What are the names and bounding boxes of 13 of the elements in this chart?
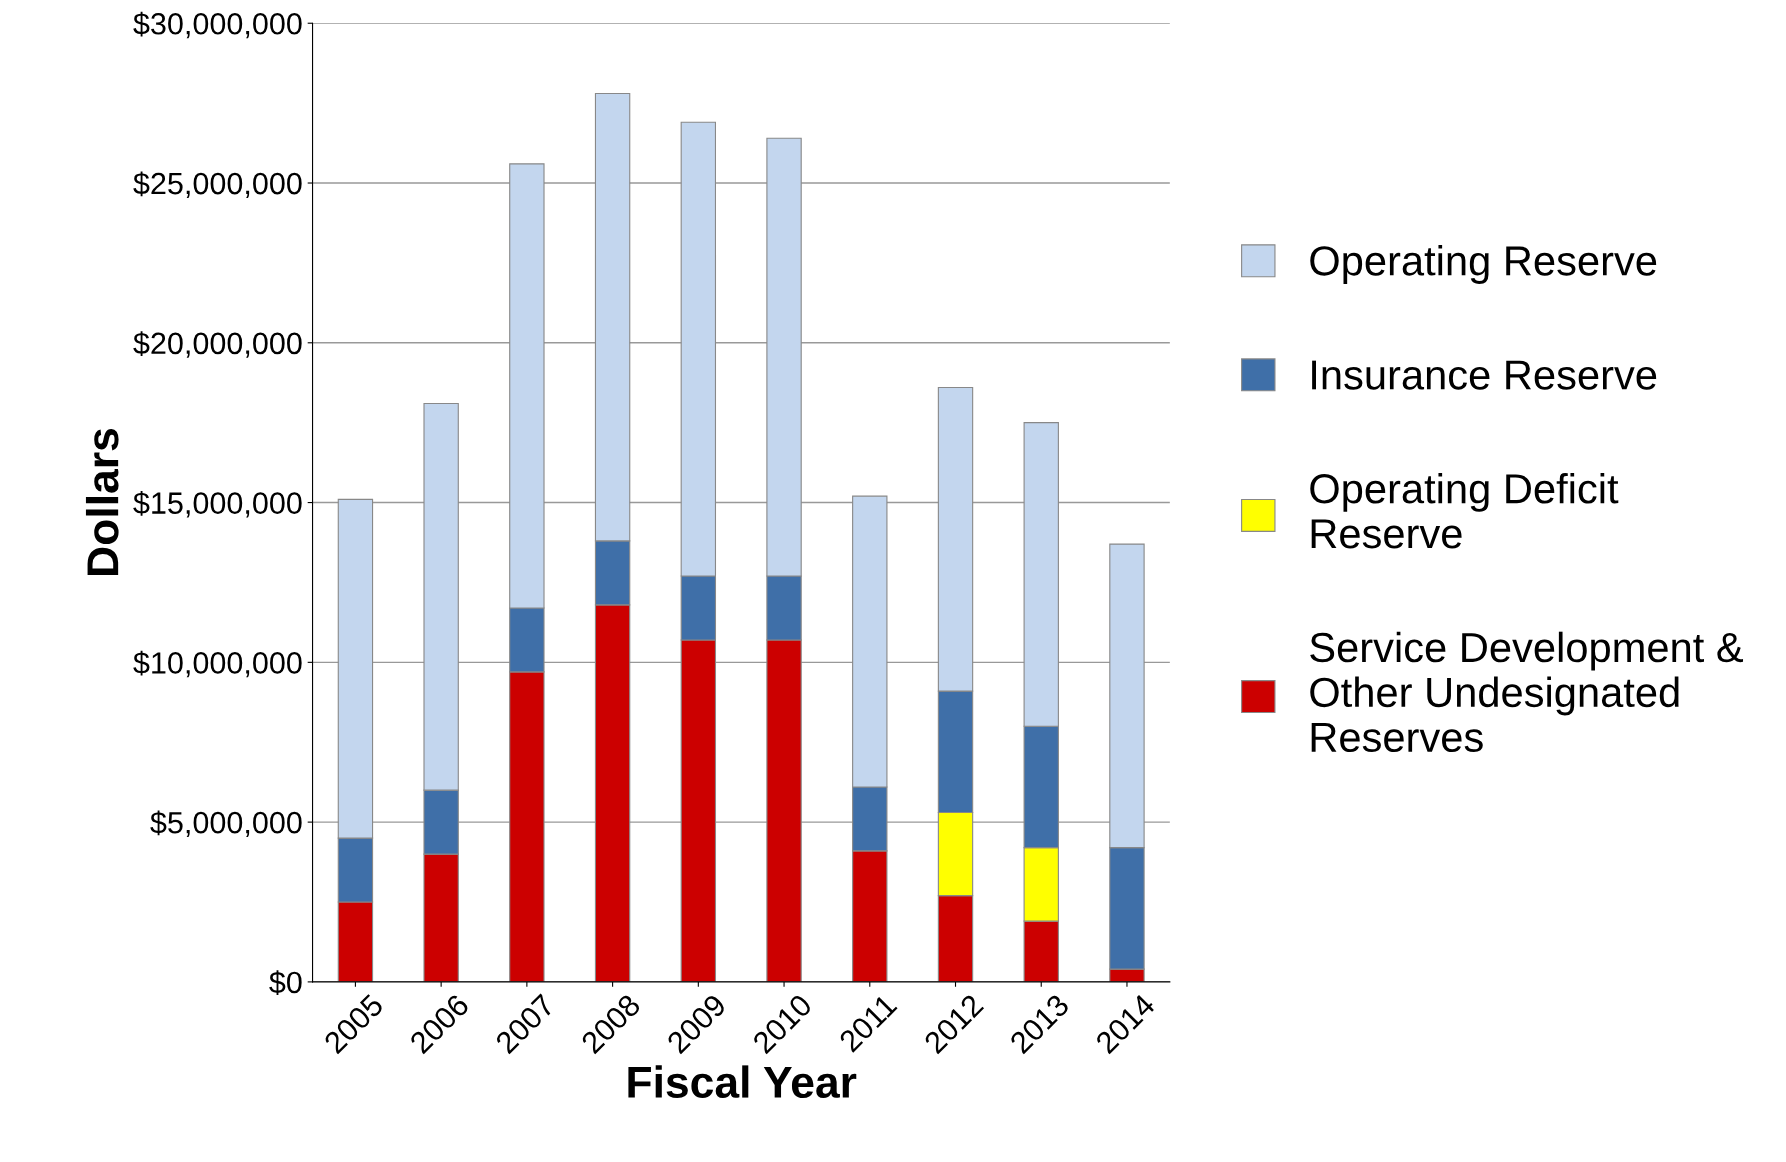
y-tick-label: $25,000,000	[133, 171, 302, 198]
y-tick-label: $5,000,000	[150, 810, 302, 838]
legend-label: Operating Reserve	[1310, 245, 1657, 284]
y-axis-title: Dollars	[85, 429, 119, 575]
legend-label: Operating Deficit Reserve	[1310, 472, 1619, 549]
y-tick-label: $10,000,000	[133, 650, 302, 678]
y-tick-label: $0	[269, 970, 302, 996]
y-tick-label: $20,000,000	[133, 331, 302, 358]
legend-label: Insurance Reserve	[1312, 360, 1657, 390]
y-tick-label: $15,000,000	[133, 491, 302, 518]
x-axis-title: Fiscal Year	[628, 1065, 857, 1099]
y-tick-label: $30,000,000	[133, 11, 302, 39]
legend-label: Service Development & Other Undesignated Reserves	[1310, 631, 1744, 753]
